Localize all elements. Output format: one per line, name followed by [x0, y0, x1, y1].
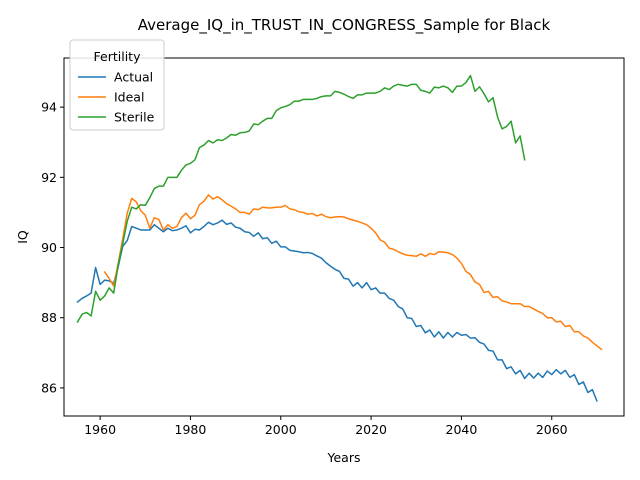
plot-area	[76, 74, 603, 402]
legend-label-actual: Actual	[114, 70, 153, 85]
series-line-sterile	[76, 74, 526, 323]
legend: Fertility Actual Ideal Sterile	[69, 39, 165, 131]
x-tick-label: 2020	[355, 422, 387, 437]
x-tick-label: 2040	[446, 422, 478, 437]
legend-title: Fertility	[94, 49, 142, 64]
x-tick-label: 1980	[175, 422, 207, 437]
y-tick-label: 90	[41, 240, 57, 255]
y-tick-label: 94	[41, 100, 57, 115]
y-axis: 86 88 90 92 94	[41, 100, 64, 395]
x-tick-label: 2000	[265, 422, 297, 437]
legend-label-sterile: Sterile	[114, 110, 155, 125]
y-tick-label: 88	[41, 310, 57, 325]
x-tick-label: 2060	[536, 422, 568, 437]
x-axis: 1960 1980 2000 2020 2040 2060	[84, 416, 568, 437]
series-line-ideal	[103, 194, 603, 351]
legend-frame	[69, 39, 165, 131]
x-tick-label: 1960	[84, 422, 116, 437]
y-axis-label: IQ	[15, 230, 30, 244]
plot-frame	[63, 57, 625, 417]
x-axis-label: Years	[327, 450, 361, 465]
series-line-actual	[76, 219, 598, 402]
legend-label-ideal: Ideal	[114, 90, 144, 105]
chart-title: Average_IQ_in_TRUST_IN_CONGRESS_Sample f…	[138, 16, 551, 35]
y-tick-label: 86	[41, 380, 57, 395]
y-tick-label: 92	[41, 170, 57, 185]
